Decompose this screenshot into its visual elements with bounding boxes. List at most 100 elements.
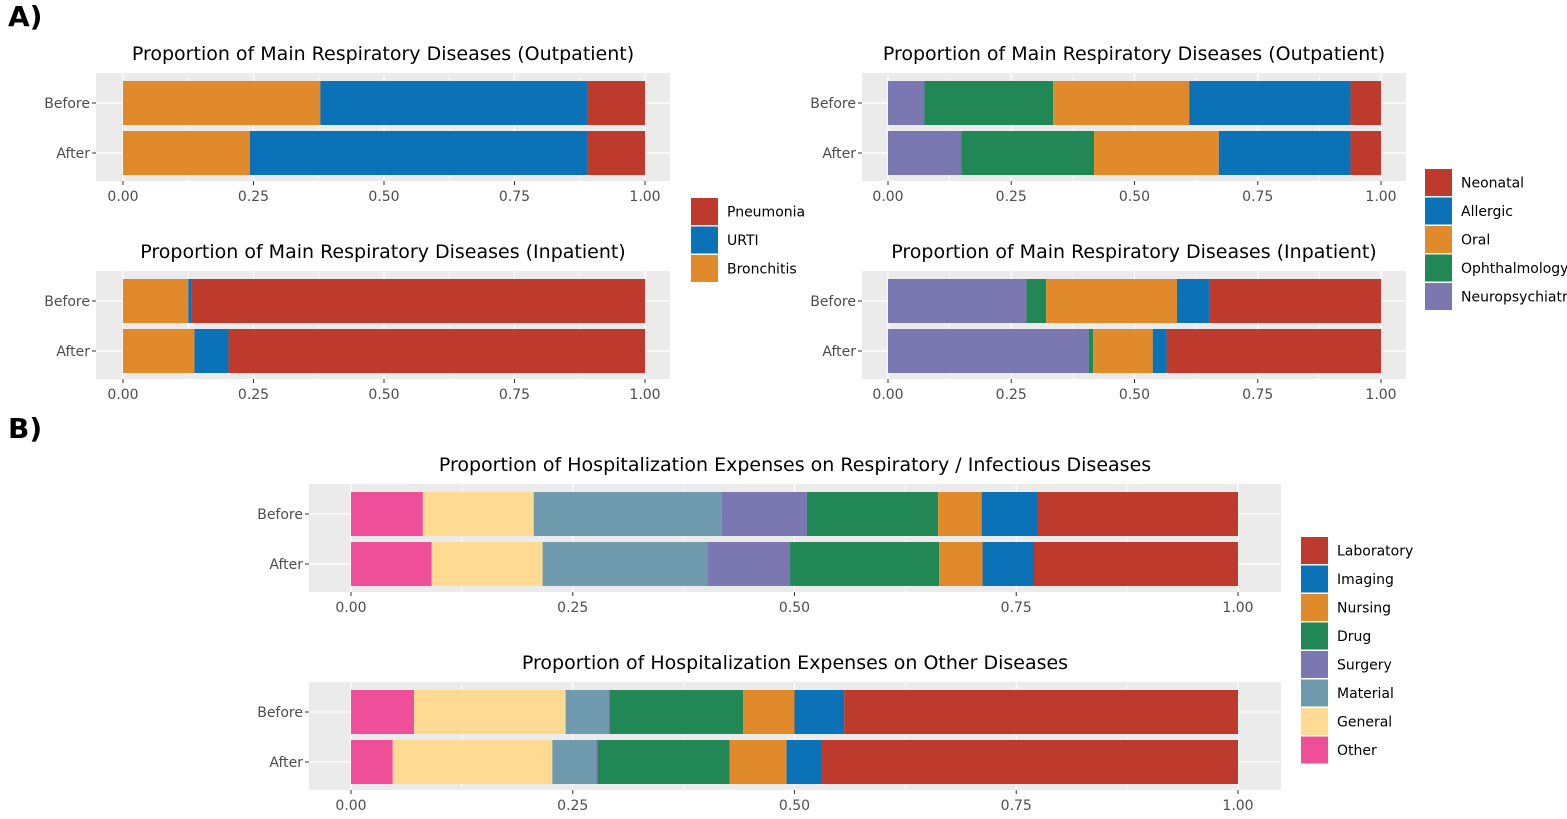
chart3-bar-after-oral [1094,131,1219,175]
chart5-xtick-label: 0.50 [779,600,810,616]
chart5-bar-after-nursing [939,542,983,586]
chart5-bar-before-nursing [938,492,982,536]
chart1-bar-before-urti [320,81,588,125]
chart4-xtick-label: 1.00 [1365,387,1396,403]
legend1-key-bronchitis [691,255,718,282]
chart6-bar-after-general [392,740,553,784]
legend1-label: URTI [727,233,759,249]
chart3-bar-before-ophthalmology [924,81,1054,125]
chart1-xtick-label: 0.25 [238,189,269,205]
chart2-bar-before-bronchitis [123,279,189,323]
legend2-key-oral [1425,226,1452,253]
chart5-bar-after-other [351,542,432,586]
legend3-label: Laboratory [1337,544,1413,560]
legend3-label: Imaging [1337,572,1394,588]
chart4-xtick-label: 0.25 [996,387,1027,403]
chart5-bar-after-imaging [982,542,1034,586]
chart2-ytick-label: Before [44,294,90,310]
chart6-bar-before-material [565,690,609,734]
chart5-bar-after-material [542,542,708,586]
chart5-bar-before-laboratory [1037,492,1238,536]
chart3-xtick-label: 0.25 [996,189,1027,205]
legend3-label: Material [1337,686,1394,702]
chart2-xtick-label: 1.00 [629,387,660,403]
legend3-label: Other [1337,743,1377,759]
chart1-xtick-label: 0.50 [368,189,399,205]
chart5-bar-after-surgery [707,542,791,586]
legend2-key-ophthalmology [1425,254,1452,282]
chart3-title: Proportion of Main Respiratory Diseases … [883,43,1385,65]
chart5-bar-before-surgery [721,492,807,536]
chart6-bar-before-imaging [794,690,845,734]
chart5-bar-before-material [533,492,722,536]
legend3-key-drug [1301,622,1328,650]
chart4-xtick-label: 0.50 [1119,387,1150,403]
chart3-ytick-label: After [822,146,856,162]
legend1-key-pneumonia [691,198,718,225]
chart5-bar-after-general [431,542,543,586]
chart6-bar-before-drug [610,690,744,734]
legend3-label: General [1337,715,1392,731]
chart4-bar-before-neuropsychiatric [888,279,1027,323]
legend3-key-nursing [1301,594,1328,621]
chart1-bar-before-pneumonia [587,81,645,125]
chart5-xtick-label: 0.25 [557,600,588,616]
legend3-label: Drug [1337,629,1371,645]
chart1-bar-after-bronchitis [123,131,250,175]
chart4-bar-after-ophthalmology [1088,329,1094,373]
legend2-key-neuropsychiatric [1425,283,1452,310]
legend1-key-urti [691,226,718,254]
chart1-xtick-label: 1.00 [629,189,660,205]
legend2-label: Neonatal [1461,176,1524,192]
chart3-bar-before-neonatal [1350,81,1381,125]
legend2-label: Allergic [1461,204,1513,220]
chart3-ytick-label: Before [810,96,856,112]
chart1-ytick-label: Before [44,96,90,112]
panel-label-b: B) [8,412,43,445]
chart6-xtick-label: 1.00 [1222,798,1253,814]
chart6-ytick-label: After [269,755,303,771]
chart6-bar-before-nursing [743,690,795,734]
chart4-bar-before-allergic [1176,279,1209,323]
legend2-key-allergic [1425,197,1452,225]
chart5-xtick-label: 1.00 [1222,600,1253,616]
chart3-bar-before-neuropsychiatric [888,81,925,125]
chart5-bar-before-drug [806,492,939,536]
legend2-label: Ophthalmology [1461,261,1567,277]
chart4-title: Proportion of Main Respiratory Diseases … [891,241,1376,263]
chart3-bar-after-neonatal [1350,131,1381,175]
chart3-bar-after-ophthalmology [961,131,1095,175]
chart4-bar-after-neuropsychiatric [888,329,1089,373]
chart2-bar-after-bronchitis [123,329,195,373]
chart5-xtick-label: 0.75 [1001,600,1032,616]
chart4-bar-before-ophthalmology [1026,279,1047,323]
chart5-ytick-label: Before [257,507,303,523]
chart6-bar-after-other [351,740,393,784]
chart1-bar-after-pneumonia [587,131,645,175]
chart4-bar-after-allergic [1152,329,1167,373]
legend3-label: Surgery [1337,658,1392,674]
legend2-label: Oral [1461,233,1490,249]
chart2-bar-after-pneumonia [228,329,645,373]
chart2-ytick-label: After [56,344,90,360]
legend2-key-neonatal [1425,169,1452,196]
chart3-xtick-label: 0.75 [1242,189,1273,205]
chart6-bar-after-laboratory [821,740,1238,784]
legend1-label: Bronchitis [727,262,797,278]
chart5-bar-before-general [422,492,534,536]
legend3-key-imaging [1301,565,1328,593]
chart1-xtick-label: 0.75 [499,189,530,205]
chart5-bar-after-drug [790,542,940,586]
chart6-bar-after-drug [597,740,730,784]
chart1-xtick-label: 0.00 [107,189,138,205]
chart6-xtick-label: 0.00 [335,798,366,814]
legend3-label: Nursing [1337,601,1391,617]
chart5-bar-before-other [351,492,423,536]
chart1-bar-before-bronchitis [123,81,321,125]
chart2-title: Proportion of Main Respiratory Diseases … [140,241,625,263]
chart4-xtick-label: 0.00 [872,387,903,403]
chart4-bar-before-neonatal [1208,279,1381,323]
chart6-bar-after-material [552,740,596,784]
legend3-key-general [1301,708,1328,735]
legend3-key-surgery [1301,651,1328,678]
